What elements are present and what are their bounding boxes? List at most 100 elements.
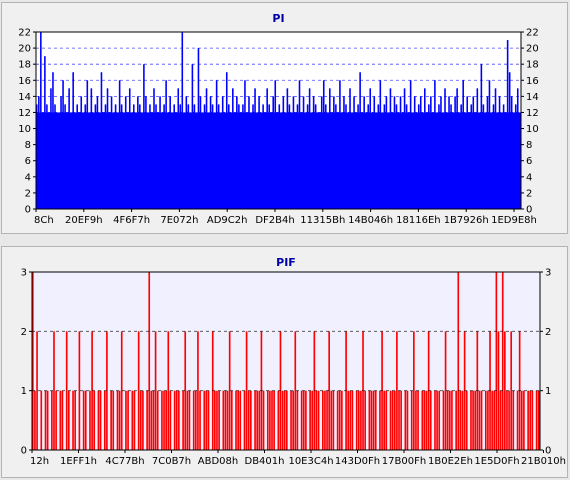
bar <box>53 331 55 450</box>
bar <box>487 390 489 450</box>
bar <box>294 331 297 450</box>
pif-chart-panel: PIF 0 0 1 1 2 2 3 3 12h 1EFF1h 4C77Bh 7C0B7h ABD08h DB… <box>1 246 568 478</box>
x-tick-label: 1EFF1h <box>60 456 97 467</box>
bar <box>531 390 534 450</box>
bar <box>326 390 328 450</box>
bar <box>226 390 229 450</box>
bar <box>97 390 100 450</box>
bar <box>425 390 428 450</box>
bar <box>459 390 462 450</box>
bar <box>207 390 210 450</box>
y-tick-label-right: 1 <box>545 386 551 397</box>
bar <box>349 390 352 450</box>
bar <box>197 331 199 450</box>
x-tick-label: DF2B4h <box>255 215 294 226</box>
bar <box>434 390 436 450</box>
bar <box>529 390 532 450</box>
bar <box>254 390 256 450</box>
bar <box>484 390 487 450</box>
bar <box>516 390 519 450</box>
bar <box>89 390 91 450</box>
bar <box>527 390 529 450</box>
bar <box>508 390 510 450</box>
bar <box>125 390 127 450</box>
bar <box>262 390 265 450</box>
bar <box>357 390 360 450</box>
bar <box>300 390 303 450</box>
bar <box>237 390 239 450</box>
x-tick-label: 7E072h <box>160 215 198 226</box>
bar <box>389 390 392 450</box>
y-tick-label-right: 10 <box>526 124 539 135</box>
bar <box>465 390 468 450</box>
bar <box>269 390 271 450</box>
bar <box>351 390 354 450</box>
bar <box>417 390 419 450</box>
y-tick-label-right: 22 <box>526 28 539 39</box>
y-tick-label-left: 18 <box>18 60 31 71</box>
bar <box>491 390 493 450</box>
y-tick-label-right: 6 <box>526 156 532 167</box>
bar <box>461 390 464 450</box>
bar <box>72 390 74 450</box>
bar <box>311 390 314 450</box>
bar <box>504 331 506 450</box>
x-tick-label: 10E3C4h <box>288 456 333 467</box>
y-tick-label-right: 2 <box>545 327 551 338</box>
bar <box>216 390 218 450</box>
y-tick-label-right: 16 <box>526 76 539 87</box>
bar <box>400 390 402 450</box>
bar <box>258 390 261 450</box>
bar <box>214 390 216 450</box>
bar <box>495 272 498 450</box>
bar <box>383 390 386 450</box>
x-tick-label: 1B0E2Eh <box>428 456 473 467</box>
bar <box>423 390 426 450</box>
y-tick-label-right: 4 <box>526 172 532 183</box>
bar <box>385 390 388 450</box>
bar <box>103 390 106 450</box>
bar <box>302 390 305 450</box>
bar <box>46 390 49 450</box>
bar <box>74 390 76 450</box>
bar <box>199 390 201 450</box>
y-tick-label-right: 3 <box>545 268 551 279</box>
bar <box>67 390 70 450</box>
y-tick-label-left: 0 <box>21 446 27 457</box>
bar <box>51 390 53 450</box>
y-tick-label-left: 2 <box>25 188 31 199</box>
x-tick-label: 18116Eh <box>396 215 440 226</box>
bar <box>501 272 504 450</box>
x-tick-label: 1B7926h <box>444 215 489 226</box>
x-tick-label: 17B00Fh <box>382 456 426 467</box>
bar <box>36 331 38 450</box>
bar <box>286 390 288 450</box>
bar <box>368 390 371 450</box>
bar <box>396 331 398 450</box>
bar <box>315 390 318 450</box>
bar <box>99 390 102 450</box>
bar <box>478 390 481 450</box>
bar <box>59 390 62 450</box>
bar <box>341 390 343 450</box>
bar <box>218 390 220 450</box>
pi-chart-panel: PI 0 0 2 2 4 4 6 6 8 8 10 10 12 12 14 14 16 16 18 18 20 20 22 22… <box>1 2 568 234</box>
bar <box>222 390 225 450</box>
bar <box>305 390 307 450</box>
bar <box>277 390 280 450</box>
bar <box>421 390 424 450</box>
bar <box>127 390 129 450</box>
x-tick-label: 8Ch <box>34 215 54 226</box>
bar <box>256 390 259 450</box>
y-tick-label-right: 0 <box>545 446 551 457</box>
x-tick-label: 143D0Fh <box>335 456 380 467</box>
x-tick-label: AD9C2h <box>207 215 248 226</box>
bar <box>379 390 381 450</box>
bar <box>324 390 326 450</box>
bar <box>510 331 513 450</box>
y-tick-label-left: 3 <box>21 268 27 279</box>
bar <box>152 390 155 450</box>
bar <box>374 390 377 450</box>
bar <box>169 390 172 450</box>
y-tick-label-right: 20 <box>526 44 539 55</box>
